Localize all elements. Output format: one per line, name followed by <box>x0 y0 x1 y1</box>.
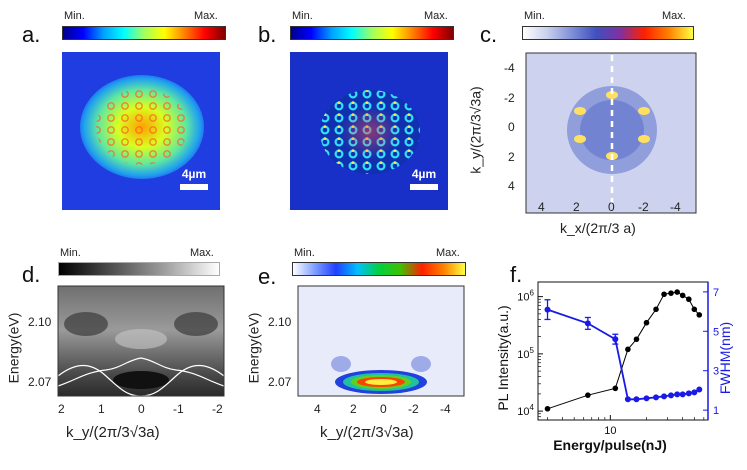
panel-d-xlabel: k_y/(2π/3√3a) <box>66 424 160 441</box>
panel-b-scalebar-label: 4µm <box>412 167 436 181</box>
panel-c-letter: c. <box>480 22 498 47</box>
panel-f-ytick-label: 104 <box>517 403 534 418</box>
panel-f-point-pl <box>686 296 692 303</box>
panel-a-scalebar-label: 4µm <box>182 167 206 181</box>
panel-f-point-pl <box>674 289 680 295</box>
panel-f-letter: f. <box>510 262 523 287</box>
panel-d-tick-y2: 2.07 <box>28 375 52 389</box>
panel-f-point-pl <box>661 291 667 298</box>
panel-d-cb-max: Max. <box>190 247 214 259</box>
panel-f-point-fwhm <box>643 395 650 402</box>
panel-f-point-pl <box>544 405 551 412</box>
panel-f-point-fwhm <box>696 386 703 393</box>
panel-b-cb-min: Min. <box>292 10 313 22</box>
panel-f-point-pl <box>691 306 698 313</box>
panel-f-y2label: FWHM(nm) <box>717 322 733 394</box>
panel-e-tick-x5: -4 <box>440 402 451 416</box>
panel-f-point-fwhm <box>674 391 681 398</box>
panel-f-point-pl <box>696 312 703 318</box>
panel-c-plot <box>525 52 697 214</box>
panel-a-image: 4µm <box>62 52 220 210</box>
panel-f-point-pl <box>585 392 591 398</box>
panel-f-frame <box>537 281 709 421</box>
panel-f-point-pl <box>643 319 650 326</box>
panel-d-tick-x1: 2 <box>58 402 65 416</box>
panel-e-cb-max: Max. <box>436 247 460 259</box>
panel-f-y2tick-label: 5 <box>713 326 719 338</box>
panel-e-ylabel: Energy(eV) <box>245 312 262 384</box>
panel-f-point-pl <box>668 290 674 296</box>
panel-f-y2tick-label: 7 <box>713 287 719 299</box>
panel-a-colorbar <box>62 26 226 40</box>
panel-d-colorbar <box>58 262 220 276</box>
panel-b-image: 4µm <box>290 52 448 210</box>
panel-f-point-fwhm <box>661 393 668 400</box>
panel-d-tick-x2: 1 <box>98 402 105 416</box>
panel-e-tick-x1: 4 <box>314 402 321 416</box>
panel-f-ytick-label: 105 <box>517 346 534 361</box>
panel-f-series-pl-line <box>547 291 700 410</box>
panel-d-tick-x5: -2 <box>212 402 223 416</box>
panel-d-tick-y1: 2.10 <box>28 315 52 329</box>
panel-e-tick-x2: 2 <box>350 402 357 416</box>
panel-f-point-fwhm <box>544 306 551 313</box>
panel-d-tick-x3: 0 <box>138 402 145 416</box>
panel-f-point-fwhm <box>653 394 660 401</box>
panel-f-point-fwhm <box>633 396 640 403</box>
panel-a-cb-max: Max. <box>194 10 218 22</box>
panel-c-cb-max: Max. <box>662 10 686 22</box>
panel-f-point-fwhm <box>691 389 698 396</box>
panel-d-tick-x4: -1 <box>173 402 184 416</box>
panel-a-cb-min: Min. <box>64 10 85 22</box>
panel-e-cb-min: Min. <box>294 247 315 259</box>
panel-e-tick-x4: -2 <box>408 402 419 416</box>
panel-d-cb-min: Min. <box>60 247 81 259</box>
panel-f-point-fwhm <box>612 336 619 343</box>
panel-e-tick-y1: 2.10 <box>268 315 292 329</box>
panel-c-bright-spots <box>574 91 650 160</box>
panel-d-ylabel: Energy(eV) <box>5 312 22 384</box>
panel-f-point-pl <box>679 292 686 299</box>
panel-b-letter: b. <box>258 22 277 47</box>
panel-f-y2tick-label: 3 <box>713 366 719 378</box>
panel-d-plot <box>57 285 225 397</box>
panel-f-series-fwhm-line <box>547 308 700 401</box>
panel-f-y2tick-label: 1 <box>713 405 719 417</box>
panel-c-cb-min: Min. <box>524 10 545 22</box>
panel-f-point-fwhm <box>624 396 631 403</box>
panel-f-point-fwhm <box>668 392 675 399</box>
panel-f-point-fwhm <box>584 320 591 327</box>
panel-f-point-pl <box>625 346 631 353</box>
panel-e-xlabel: k_y/(2π/3√3a) <box>320 424 414 441</box>
panel-f-point-fwhm <box>679 391 686 398</box>
panel-c-colorbar <box>522 26 694 40</box>
panel-f-xtick-label: 10 <box>604 425 616 437</box>
panel-e-tick-x3: 0 <box>380 402 387 416</box>
panel-e-tick-y2: 2.07 <box>268 375 292 389</box>
panel-f-xlabel: Energy/pulse(nJ) <box>553 437 667 453</box>
panel-f-chart: 104 105 106 10 1 3 5 7 PL Intensity(a.u.) FWHM(… <box>495 281 733 453</box>
panel-b-colorbar <box>290 26 454 40</box>
panel-f-ylabel: PL Intensity(a.u.) <box>495 305 511 410</box>
panel-a-letter: a. <box>22 22 41 47</box>
panel-f-ytick-label: 106 <box>517 289 534 304</box>
panel-e-plot <box>297 285 465 397</box>
panel-f-point-pl <box>653 306 659 313</box>
panel-d-letter: d. <box>22 262 41 287</box>
panel-b-cb-max: Max. <box>424 10 448 22</box>
panel-e-colorbar <box>292 262 466 276</box>
panel-f-point-pl <box>612 385 619 392</box>
panel-e-letter: e. <box>258 264 277 289</box>
panel-f-point-pl <box>633 336 640 343</box>
panel-f-point-fwhm <box>685 390 692 397</box>
